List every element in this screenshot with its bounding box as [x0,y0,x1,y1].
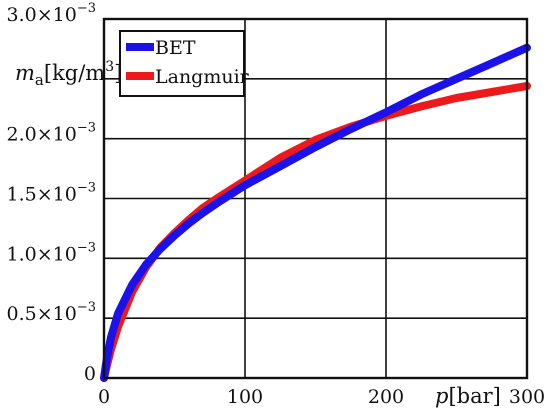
series-line-bet [100,43,531,382]
y-tick-label: 0 [84,363,96,385]
y-axis-label-close: ] [114,61,122,85]
x-axis-label-var: p [435,384,448,408]
legend: BET Langmuir [119,30,250,97]
y-tick-label: 1.5×10−3 [7,181,97,206]
series-line-langmuir [100,82,531,382]
y-tick-labels: 0 0.5×10−3 1.0×10−3 1.5×10−3 2.0×10−3 3.0×10−… [7,1,97,385]
legend-box [119,30,245,97]
x-tick-labels: 0 100 200 300 [98,386,545,408]
x-tick-label: 0 [98,386,110,408]
legend-label-bet: BET [155,37,196,59]
series-lines [100,43,531,382]
y-tick-label: 3.0×10−3 [7,1,97,26]
x-tick-label: 100 [227,386,263,408]
x-tick-label: 300 [509,386,545,408]
legend-label-langmuir: Langmuir [155,66,250,88]
y-tick-label: 1.0×10−3 [7,240,97,265]
y-axis-label: ma[kg/m3] [15,59,122,89]
x-axis-label-unit: [bar] [448,384,500,408]
y-tick-label: 2.0×10−3 [7,121,97,146]
x-tick-label: 200 [368,386,404,408]
y-axis-label-var: m [15,61,35,85]
y-axis-label-sup: 3 [105,59,114,75]
y-tick-label: 0.5×10−3 [7,300,97,325]
y-axis-label-unit: [kg/m [44,61,105,85]
x-axis-label: p[bar] [435,384,501,408]
y-axis-label-sub: a [35,71,44,89]
plot-frame [102,17,529,380]
